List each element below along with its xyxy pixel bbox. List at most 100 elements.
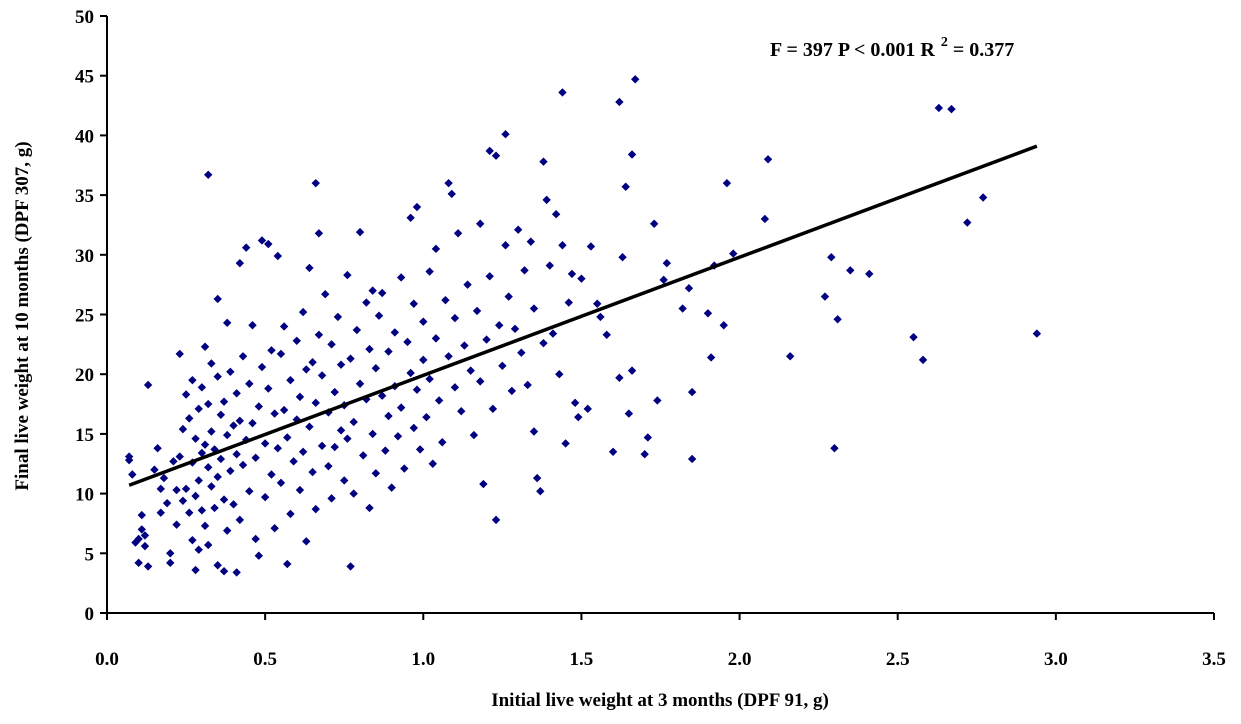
data-point [330,387,339,397]
data-point [204,463,213,472]
data-point [409,423,418,433]
data-point [450,383,460,392]
data-point [640,449,649,459]
data-point [260,439,270,448]
data-point [333,312,343,322]
data-point [321,290,330,299]
data-point [295,392,305,402]
data-point [267,346,276,355]
data-point [273,444,282,453]
data-point [169,457,178,466]
stats-annotation-text: F = 397 P < 0.001 R [770,39,935,61]
data-point [558,241,567,250]
data-point [264,384,273,393]
data-point [551,210,561,219]
data-point [216,410,226,419]
data-point [377,391,387,400]
data-point [934,103,944,113]
data-point [153,444,162,453]
data-point [479,479,488,489]
data-point [273,251,282,261]
data-point [422,412,431,422]
data-point [254,551,264,560]
data-point [245,487,254,496]
x-tick-label: 1.5 [570,649,594,670]
data-point [390,328,400,337]
data-point [624,409,634,418]
data-point [409,299,418,308]
data-point [596,312,605,322]
data-point [194,476,203,485]
data-point [226,466,235,476]
data-point [529,304,539,313]
data-point [355,227,365,237]
data-point [387,483,396,492]
data-point [472,306,482,316]
data-point [298,447,308,457]
data-point [729,249,738,258]
data-point [340,476,349,485]
data-point [232,449,241,459]
data-point [577,274,586,283]
data-point [453,229,463,238]
data-point [504,292,513,301]
data-point [327,494,336,503]
data-point [615,373,624,382]
data-point [722,178,732,188]
data-point [384,347,393,356]
data-point [396,403,406,412]
data-point [441,295,450,305]
data-point [352,325,362,335]
data-point [627,150,637,159]
x-tick-label: 3.0 [1044,649,1068,670]
data-point [210,445,219,454]
data-point [131,538,140,547]
data-point [336,426,346,435]
y-tick-label: 20 [75,365,94,386]
y-tick-label: 50 [75,7,94,28]
y-tick-label: 30 [75,246,94,267]
y-tick-label: 45 [75,67,94,88]
data-point [305,422,314,431]
data-point [485,272,494,281]
data-point [574,412,583,422]
x-tick-label: 1.0 [411,649,435,670]
data-point [200,440,210,449]
data-point [235,416,245,425]
data-point [156,484,165,494]
data-point [684,284,694,293]
data-point [567,269,577,279]
data-point [238,460,248,470]
data-point [172,520,181,529]
data-point [381,446,390,455]
y-axis-title: Final live weight at 10 months (DPF 307,… [12,141,33,490]
data-point [317,371,327,380]
stats-annotation: F = 397 P < 0.001 R 2 = 0.377 [770,35,1014,61]
data-point [507,386,517,396]
data-point [542,195,551,205]
data-point [254,402,264,411]
data-point [137,510,146,520]
data-point [963,218,972,227]
data-point [476,377,485,386]
data-point [204,170,213,180]
data-point [374,311,384,320]
data-point [343,434,352,443]
data-point [222,318,232,328]
x-tick-label: 0.0 [95,649,119,670]
data-point [491,151,501,160]
data-point [270,524,279,533]
data-point [517,348,526,357]
data-point [330,442,339,452]
data-point [219,397,229,406]
data-point [539,157,548,166]
data-point [488,404,498,414]
data-point [469,430,479,440]
data-point [210,503,219,513]
data-point [257,362,267,372]
data-point [324,461,333,471]
data-point [156,508,165,517]
data-point [204,540,213,550]
data-point [513,225,523,234]
